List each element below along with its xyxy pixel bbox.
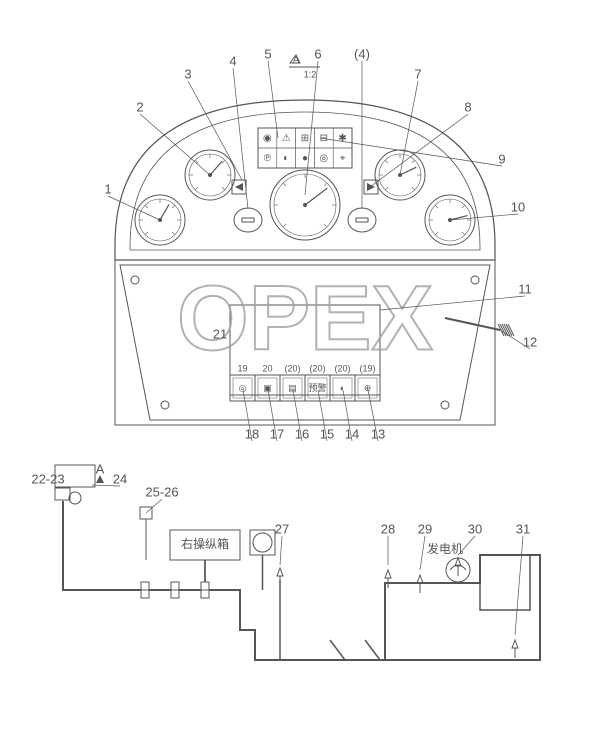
svg-text:◐: ◐ — [340, 383, 345, 393]
scale-pre: A — [293, 54, 299, 64]
watermark: OPEX — [177, 267, 433, 369]
callout-2: 2 — [136, 99, 210, 175]
callout-number: 8 — [464, 99, 471, 114]
callout-number: 6 — [314, 46, 321, 61]
callout-17: 17 — [268, 390, 284, 441]
callout-number: 24 — [113, 471, 127, 486]
warning-icon: ◉ — [263, 133, 272, 144]
callout-number: 5 — [264, 46, 271, 61]
svg-text:⊕: ⊕ — [364, 383, 372, 393]
callout-5: 5 — [264, 46, 278, 138]
callout-number: 3 — [184, 66, 191, 81]
warning-icon: ● — [302, 153, 308, 164]
callout-number: 22-23 — [31, 471, 64, 486]
callout-number: 31 — [516, 521, 530, 536]
warning-icon: ◐ — [283, 153, 289, 164]
wiring-diagram: 右操纵箱 发电机 A — [55, 461, 540, 660]
callout-number: 29 — [418, 521, 432, 536]
callout-number: 25-26 — [145, 484, 178, 499]
callout-number: 10 — [511, 199, 525, 214]
callout-number: 17 — [270, 426, 284, 441]
callout-22-23: 22-23 — [31, 471, 64, 486]
callout-28: 28 — [381, 521, 395, 565]
callout-number: 27 — [275, 521, 289, 536]
warning-light-panel: ◉⚠⊞⊟✱℗◐●◎⌖ — [258, 128, 352, 168]
callout-27: 27 — [275, 521, 289, 565]
callout-12: 12 — [500, 330, 537, 349]
callout-number: 30 — [468, 521, 482, 536]
dashboard-cluster: ◉⚠⊞⊟✱℗◐●◎⌖ — [115, 100, 495, 260]
callout-15: 15 — [318, 390, 334, 441]
callout-number: 11 — [518, 281, 532, 296]
svg-text:预警: 预警 — [308, 382, 326, 393]
callout-13: 13 — [368, 390, 385, 441]
scale-post: 1:2 — [304, 69, 317, 79]
callout-number: 4 — [229, 53, 236, 68]
warning-icon: ✱ — [338, 133, 346, 144]
warning-icon: ⌖ — [340, 153, 346, 164]
svg-text:▤: ▤ — [288, 383, 297, 393]
callout-number: 21 — [213, 326, 227, 341]
blank-insert-1 — [234, 208, 262, 232]
callout-number: 16 — [295, 426, 309, 441]
callout-number: 7 — [414, 66, 421, 81]
callout-number: 15 — [320, 426, 334, 441]
callout-number: 28 — [381, 521, 395, 536]
callout-14: 14 — [343, 390, 359, 441]
blank-insert-2 — [348, 208, 376, 232]
control-box-label: 右操纵箱 — [181, 536, 229, 551]
svg-text:◎: ◎ — [239, 383, 247, 393]
callout-number: 12 — [523, 334, 537, 349]
callout-number: 14 — [345, 426, 359, 441]
svg-text:A: A — [96, 461, 105, 476]
section-a-arrow-icon: A — [96, 461, 105, 483]
warning-icon: ⊞ — [301, 133, 309, 144]
callout-number: 9 — [498, 151, 505, 166]
svg-text:▣: ▣ — [263, 383, 272, 393]
callout-number: (4) — [354, 46, 370, 61]
callout-number: 18 — [245, 426, 259, 441]
gauge-3 — [270, 170, 340, 240]
callout-number: 2 — [136, 99, 143, 114]
warning-icon: ◎ — [319, 153, 328, 164]
callout-16: 16 — [293, 390, 309, 441]
callout-31: 31 — [515, 521, 530, 635]
warning-icon: ⚠ — [282, 133, 291, 144]
callout-21: 21 — [213, 326, 227, 341]
callout-25-26: 25-26 — [145, 484, 178, 513]
callout-18: 18 — [243, 390, 259, 441]
diagram-canvas: A 1:2 ◉⚠⊞⊟✱℗◐●◎⌖ ◎▣▤预警◐⊕ 1920(20)(20)(20… — [0, 0, 611, 741]
warning-icon: ℗ — [264, 153, 271, 164]
generator-label: 发电机 — [427, 541, 463, 556]
callout-number: 1 — [104, 181, 111, 196]
callout-number: 13 — [371, 426, 385, 441]
